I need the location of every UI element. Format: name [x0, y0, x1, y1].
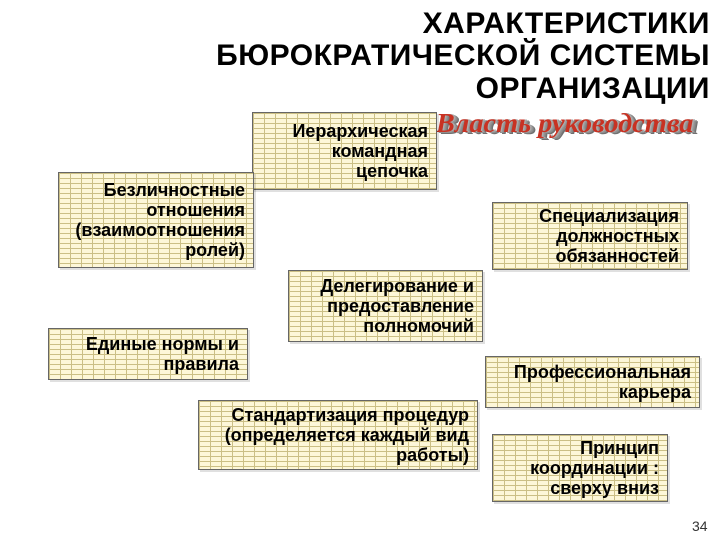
title-line-1: БЮРОКРАТИЧЕСКОЙ СИСТЕМЫ — [150, 40, 710, 72]
page-number: 34 — [692, 518, 708, 534]
slide-title: ХАРАКТЕРИСТИКИБЮРОКРАТИЧЕСКОЙ СИСТЕМЫОРГ… — [150, 8, 710, 105]
box-label: Единые нормы и правила — [86, 334, 239, 374]
slide-stage: ХАРАКТЕРИСТИКИБЮРОКРАТИЧЕСКОЙ СИСТЕМЫОРГ… — [0, 0, 720, 540]
box-impersonal-relations: Безличностные отношения (взаимоотношения… — [58, 172, 254, 268]
wordart-authority: Власть руководства — [436, 108, 694, 139]
box-professional-career: Профессиональная карьера — [485, 356, 700, 408]
title-line-2: ОРГАНИЗАЦИИ — [150, 73, 710, 105]
box-label: Стандартизация процедур (определяется ка… — [225, 405, 469, 465]
box-specialization: Специализация должностных обязанностей — [492, 202, 688, 270]
box-label: Делегирование и предоставление полномочи… — [320, 276, 474, 336]
title-line-0: ХАРАКТЕРИСТИКИ — [150, 8, 710, 40]
box-coordination-principle: Принцип координации : сверху вниз — [492, 434, 668, 502]
box-hierarchical-chain: Иерархическая командная цепочка — [252, 112, 437, 190]
box-unified-norms: Единые нормы и правила — [48, 328, 248, 380]
box-label: Безличностные отношения (взаимоотношения… — [75, 180, 245, 261]
box-label: Профессиональная карьера — [514, 362, 691, 402]
box-standardization: Стандартизация процедур (определяется ка… — [198, 400, 478, 470]
box-label: Специализация должностных обязанностей — [539, 206, 679, 266]
box-delegation: Делегирование и предоставление полномочи… — [288, 270, 483, 342]
box-label: Иерархическая командная цепочка — [292, 121, 428, 181]
box-label: Принцип координации : сверху вниз — [530, 438, 659, 498]
